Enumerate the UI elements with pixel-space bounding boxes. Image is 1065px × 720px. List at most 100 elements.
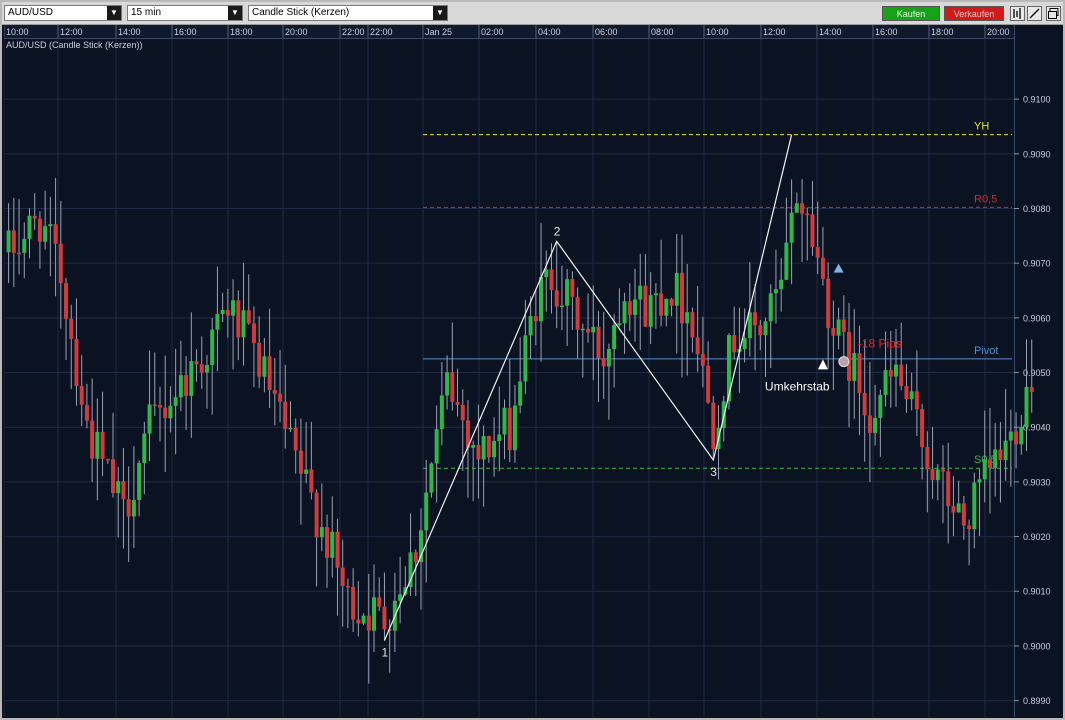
bearish-candle [283, 401, 288, 429]
bearish-candle [867, 415, 872, 433]
bearish-candle [126, 499, 131, 517]
bullish-candle [909, 391, 914, 400]
bullish-candle [1008, 431, 1013, 441]
bullish-candle [512, 405, 517, 451]
level-label: Pivot [974, 345, 998, 357]
bullish-candle [361, 615, 366, 624]
bullish-candle [664, 298, 669, 316]
bearish-candle [810, 214, 815, 248]
bearish-candle [753, 312, 758, 326]
bearish-candle [90, 420, 95, 459]
bearish-candle [450, 372, 455, 402]
bullish-candle [763, 321, 768, 336]
bullish-candle [330, 531, 335, 558]
bar-chart-icon[interactable] [1010, 6, 1025, 21]
time-tick-label: 12:00 [763, 27, 786, 37]
bearish-candle [309, 469, 314, 493]
bullish-candle [685, 312, 690, 324]
bullish-candle [784, 242, 789, 280]
bullish-candle [935, 469, 940, 481]
timeframe-select[interactable]: 15 min ▼ [127, 5, 243, 21]
level-label: R0,5 [974, 193, 997, 205]
price-tick-label: 0.9010 [1023, 587, 1051, 597]
bullish-candle [747, 312, 752, 339]
price-tick-label: 0.9000 [1023, 641, 1051, 651]
zigzag-point-label: 1 [381, 645, 388, 659]
bullish-candle [178, 375, 183, 398]
bearish-candle [111, 459, 116, 494]
bullish-candle [612, 325, 617, 350]
bearish-candle [1014, 431, 1019, 445]
bearish-candle [64, 283, 69, 319]
zigzag-point-label: 2 [554, 224, 561, 238]
bearish-candle [554, 290, 559, 307]
chart-grid [4, 39, 1014, 717]
bearish-candle [925, 446, 930, 470]
bullish-candle [768, 293, 773, 322]
bearish-candle [601, 358, 606, 367]
buy-button[interactable]: Kaufen [882, 6, 940, 21]
bullish-candle [95, 431, 100, 459]
bullish-candle [622, 301, 627, 324]
bearish-candle [455, 401, 460, 405]
zigzag-point-label: 3 [710, 465, 717, 479]
bearish-candle [920, 409, 925, 447]
bearish-candle [695, 337, 700, 355]
price-tick-label: 0.9050 [1023, 368, 1051, 378]
bullish-candle [972, 482, 977, 530]
chart-toolbar: AUD/USD ▼ 15 min ▼ Candle Stick (Kerzen)… [0, 0, 1065, 25]
bullish-candle [726, 335, 731, 402]
bearish-candle [930, 469, 935, 481]
bullish-candle [215, 313, 220, 330]
bullish-candle [471, 444, 476, 448]
symbol-select[interactable]: AUD/USD ▼ [4, 5, 122, 21]
bearish-candle [74, 338, 79, 387]
chart-style-select[interactable]: Candle Stick (Kerzen) ▼ [248, 5, 448, 21]
bullish-candle [204, 365, 209, 373]
bullish-candle [606, 349, 611, 367]
bearish-candle [961, 503, 966, 526]
detach-window-icon[interactable] [1046, 6, 1061, 21]
bearish-candle [293, 427, 298, 451]
bearish-candle [575, 296, 580, 330]
chevron-down-icon[interactable]: ▼ [107, 6, 121, 20]
bearish-candle [152, 404, 157, 406]
price-tick-label: 0.9100 [1023, 95, 1051, 105]
bearish-candle [987, 459, 992, 469]
bearish-candle [413, 552, 418, 563]
time-axis: 10:00 12:00 14:00 16:00 18:00 20:00 22:00 22:00… [4, 25, 1010, 38]
bearish-candle [914, 391, 919, 410]
bullish-candle [372, 597, 377, 631]
bearish-candle [690, 312, 695, 338]
bullish-candle [653, 293, 658, 296]
time-tick-label: 02:00 [481, 27, 504, 37]
bearish-candle [815, 247, 820, 258]
bearish-candle [246, 310, 251, 324]
price-tick-label: 0.9090 [1023, 149, 1051, 159]
bullish-candle [48, 224, 53, 227]
bearish-candle [679, 272, 684, 324]
sell-button[interactable]: Verkaufen [944, 6, 1004, 21]
bearish-candle [37, 218, 42, 242]
bearish-candle [105, 458, 110, 461]
bearish-candle [325, 527, 330, 558]
bearish-candle [382, 606, 387, 630]
bullish-candle [492, 441, 497, 458]
bullish-candle [544, 269, 549, 277]
bearish-candle [100, 431, 105, 459]
bearish-candle [862, 392, 867, 416]
bullish-candle [429, 463, 434, 493]
chevron-down-icon[interactable]: ▼ [433, 6, 447, 20]
bearish-candle [351, 586, 356, 620]
bearish-candle [79, 386, 84, 405]
time-tick-label: 14:00 [819, 27, 842, 37]
bearish-candle [700, 354, 705, 366]
bullish-candle [539, 276, 544, 322]
chevron-down-icon[interactable]: ▼ [228, 6, 242, 20]
bearish-candle [17, 252, 22, 255]
draw-line-icon[interactable] [1027, 6, 1042, 21]
bearish-candle [267, 356, 272, 390]
trade-signals: Umkehrstab -18 Pips [765, 263, 902, 393]
bearish-candle [507, 407, 512, 451]
candlestick-chart[interactable]: 10:00 12:00 14:00 16:00 18:00 20:00 22:00 22:00… [4, 25, 1062, 717]
